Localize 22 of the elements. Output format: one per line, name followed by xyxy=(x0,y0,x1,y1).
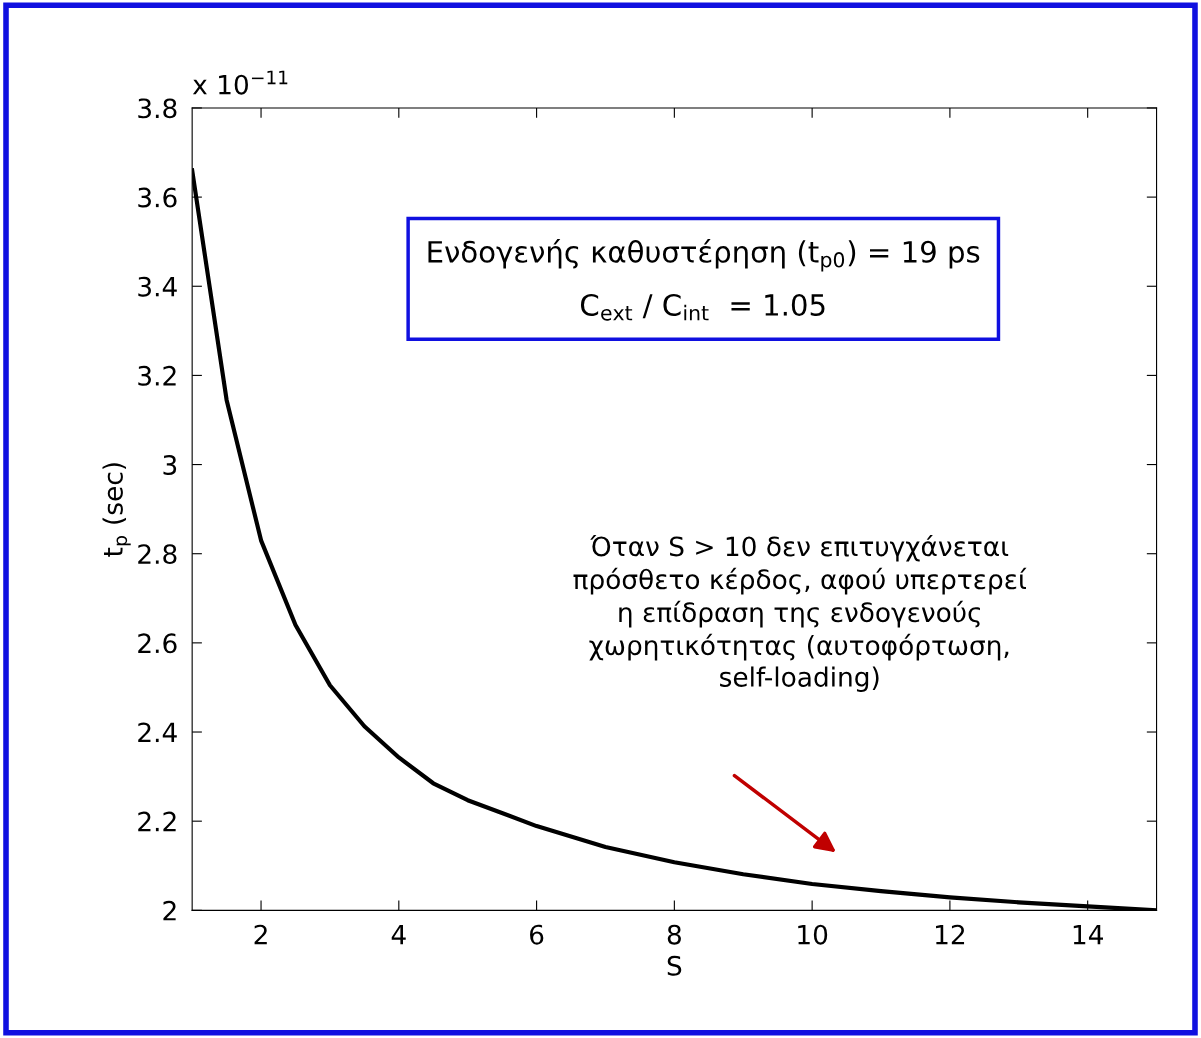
y-tick-label: 2.4 xyxy=(138,722,177,743)
y-tick-label: 3.6 xyxy=(138,187,177,208)
x-tick-label: 12 xyxy=(936,924,965,945)
y-tick-label: 2.6 xyxy=(138,633,177,654)
y-tick-label: 3.8 xyxy=(138,98,177,119)
x-tick-label: 2 xyxy=(254,924,267,945)
x-tick-label: 6 xyxy=(530,924,544,945)
text: Ενδογενής καθυστέρηση (t$_{p0}$) = 19 ps C$_{ext}$ / C$_{int}$ = 1.05 xyxy=(428,239,980,321)
y-axis-title: t$_{p}$ (sec) xyxy=(102,463,131,557)
x-tick-label: 8 xyxy=(667,924,681,945)
x-tick-label: 10 xyxy=(798,924,828,945)
y-tick-label: 2.2 xyxy=(138,811,176,832)
y-tick-label: 3.2 xyxy=(138,365,176,386)
annotation: Όταν S > 10 δεν επιτυγχάνεται πρόσθετο κέρδος, αφού υπερτερεί η επίδραση της ενδογενούς χωρητικότητας (αυτοφόρτωση, self-loading) xyxy=(573,534,1027,692)
text: x 10$^{−11}$ xyxy=(192,70,288,95)
x-tick-label: 14 xyxy=(1073,925,1103,945)
x-axis-title: S xyxy=(667,955,682,976)
y-tick-label: 2 xyxy=(163,900,176,921)
x-tick-label: 4 xyxy=(391,925,406,945)
y-tick-label: 3 xyxy=(163,455,177,475)
y-tick-label: 3.4 xyxy=(138,276,177,297)
y-tick-label: 2.8 xyxy=(138,544,177,565)
